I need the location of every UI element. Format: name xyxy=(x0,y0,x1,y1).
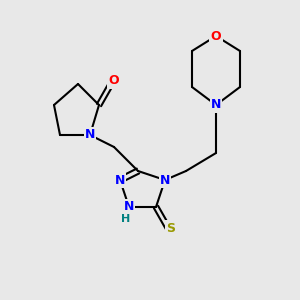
Text: N: N xyxy=(85,128,95,142)
Text: O: O xyxy=(211,29,221,43)
Text: N: N xyxy=(211,98,221,112)
Text: S: S xyxy=(167,221,176,235)
Text: H: H xyxy=(122,214,130,224)
Text: N: N xyxy=(124,200,134,214)
Text: O: O xyxy=(109,74,119,88)
Text: N: N xyxy=(160,173,170,187)
Text: N: N xyxy=(115,173,125,187)
